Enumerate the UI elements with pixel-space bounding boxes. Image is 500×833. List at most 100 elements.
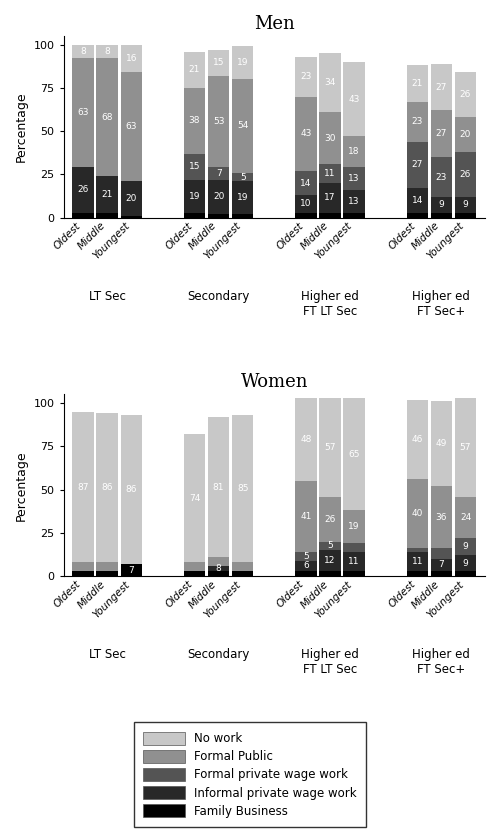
Text: 20: 20	[126, 194, 137, 203]
Y-axis label: Percentage: Percentage	[15, 450, 28, 521]
Bar	[208, 180, 230, 214]
Text: LT Sec: LT Sec	[89, 648, 126, 661]
Bar	[455, 117, 476, 152]
Title: Women: Women	[240, 373, 308, 392]
Bar	[184, 562, 205, 571]
Text: 17: 17	[324, 193, 336, 202]
Bar	[430, 212, 452, 217]
Bar	[430, 486, 452, 548]
Bar	[455, 556, 476, 571]
Text: 20: 20	[460, 130, 471, 139]
Text: LT Sec: LT Sec	[89, 290, 126, 303]
Text: 5: 5	[303, 551, 308, 561]
Bar	[72, 412, 94, 562]
Bar	[455, 538, 476, 556]
Text: 14: 14	[412, 196, 423, 205]
Bar	[320, 541, 340, 551]
Bar	[406, 552, 428, 571]
Bar	[344, 190, 365, 212]
Text: 36: 36	[436, 513, 447, 521]
Text: 23: 23	[412, 117, 423, 126]
Bar	[96, 571, 118, 576]
Bar	[320, 551, 340, 571]
Text: 27: 27	[412, 161, 423, 169]
Bar	[96, 413, 118, 562]
Y-axis label: Percentage: Percentage	[15, 92, 28, 162]
Text: 19: 19	[237, 193, 248, 202]
Text: 40: 40	[412, 509, 423, 518]
Bar	[232, 172, 254, 182]
Text: 15: 15	[213, 58, 224, 67]
Bar	[232, 79, 254, 172]
Bar	[295, 57, 316, 97]
Bar	[120, 216, 142, 217]
Bar	[430, 111, 452, 157]
Bar	[120, 182, 142, 216]
Bar	[72, 167, 94, 212]
Bar	[120, 45, 142, 72]
Bar	[96, 562, 118, 571]
Text: 53: 53	[213, 117, 224, 126]
Bar	[295, 481, 316, 552]
Bar	[430, 157, 452, 197]
Bar	[184, 212, 205, 217]
Bar	[320, 164, 340, 183]
Bar	[72, 562, 94, 571]
Bar	[455, 197, 476, 212]
Text: 11: 11	[412, 557, 423, 566]
Bar	[406, 65, 428, 102]
Bar	[208, 76, 230, 167]
Text: 26: 26	[460, 90, 471, 99]
Bar	[184, 52, 205, 87]
Text: 54: 54	[237, 122, 248, 131]
Bar	[72, 571, 94, 576]
Bar	[430, 571, 452, 576]
Text: 41: 41	[300, 512, 312, 521]
Bar	[320, 496, 340, 541]
Bar	[295, 97, 316, 171]
Bar	[406, 142, 428, 188]
Text: 7: 7	[128, 566, 134, 575]
Bar	[406, 571, 428, 576]
Text: 9: 9	[462, 200, 468, 209]
Text: 27: 27	[436, 82, 447, 92]
Text: 26: 26	[460, 170, 471, 179]
Bar	[295, 398, 316, 481]
Text: 14: 14	[300, 178, 312, 187]
Bar	[406, 400, 428, 479]
Text: 43: 43	[300, 129, 312, 138]
Bar	[320, 212, 340, 217]
Text: 49: 49	[436, 439, 447, 448]
Text: 57: 57	[460, 442, 471, 451]
Bar	[232, 214, 254, 217]
Bar	[430, 548, 452, 559]
Text: 8: 8	[104, 47, 110, 56]
Text: 15: 15	[188, 162, 200, 171]
Bar	[295, 561, 316, 571]
Bar	[406, 548, 428, 552]
Bar	[208, 50, 230, 76]
Text: 21: 21	[412, 79, 423, 88]
Bar	[320, 112, 340, 164]
Bar	[344, 552, 365, 571]
Bar	[295, 171, 316, 195]
Text: 8: 8	[216, 564, 222, 573]
Text: Higher ed
FT Sec+: Higher ed FT Sec+	[412, 648, 470, 676]
Bar	[430, 559, 452, 571]
Bar	[344, 571, 365, 576]
Bar	[320, 53, 340, 112]
Bar	[120, 564, 142, 576]
Bar	[295, 195, 316, 212]
Bar	[184, 180, 205, 212]
Text: 48: 48	[300, 435, 312, 444]
Bar	[232, 47, 254, 79]
Bar	[232, 562, 254, 571]
Text: 21: 21	[102, 190, 113, 199]
Text: 16: 16	[126, 54, 137, 63]
Text: 27: 27	[436, 129, 447, 138]
Legend: No work, Formal Public, Formal private wage work, Informal private wage work, Fa: No work, Formal Public, Formal private w…	[134, 722, 366, 827]
Text: Secondary: Secondary	[188, 290, 250, 303]
Text: 9: 9	[462, 559, 468, 567]
Text: 12: 12	[324, 556, 336, 565]
Text: 23: 23	[436, 172, 447, 182]
